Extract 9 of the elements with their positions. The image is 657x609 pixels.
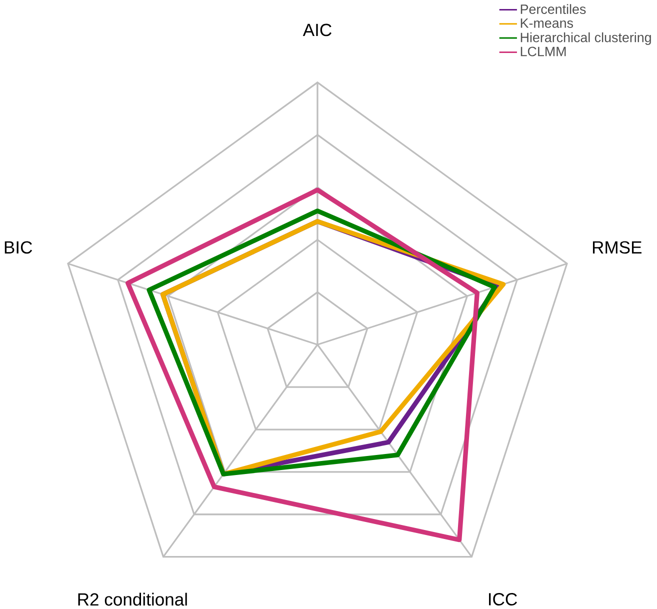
legend-label: LCLMM (520, 46, 566, 56)
legend-label: K-means (520, 18, 574, 28)
spoke-label: RMSE (592, 241, 642, 254)
spoke-label: AIC (302, 24, 332, 36)
spoke-label: R2 conditional (78, 592, 187, 606)
legend-label: Percentiles (520, 4, 586, 14)
spoke-label: BIC (4, 241, 32, 254)
spoke-label: ICC (489, 592, 517, 606)
legend-label: Hierarchical clustering (520, 32, 651, 45)
